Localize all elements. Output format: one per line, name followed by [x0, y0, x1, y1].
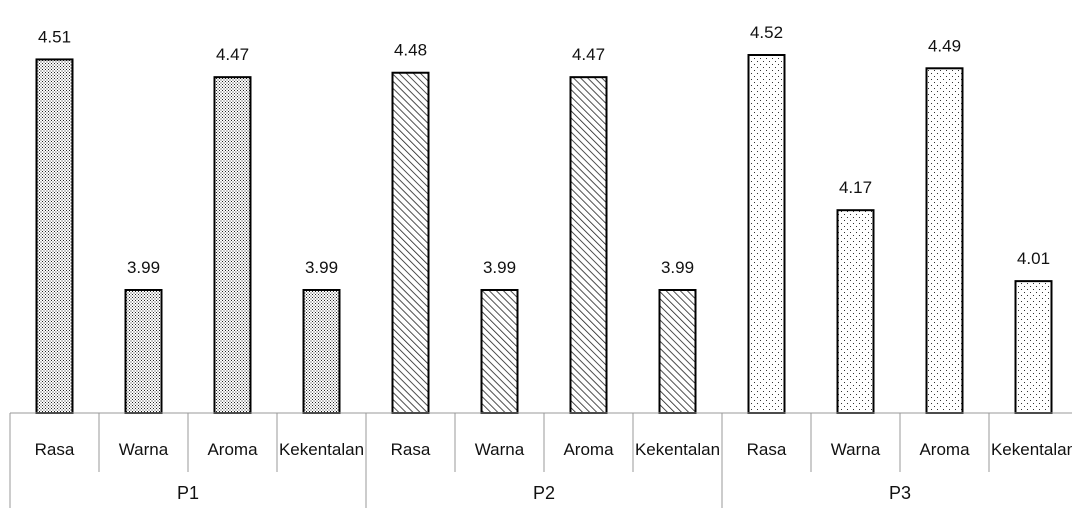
- category-axis: [9, 412, 1072, 508]
- category-label: Rasa: [391, 440, 431, 459]
- category-label: Aroma: [207, 440, 258, 459]
- bar-p3-warna: [836, 209, 875, 414]
- bar-p3-aroma: [925, 67, 964, 415]
- bars-layer: [35, 54, 1053, 415]
- data-label: 4.51: [38, 27, 71, 46]
- bar-p3-rasa: [747, 54, 786, 414]
- category-label: Aroma: [919, 440, 970, 459]
- category-label: Warna: [831, 440, 881, 459]
- bar-p1-warna: [124, 289, 163, 414]
- group-label-p2: P2: [533, 483, 555, 503]
- data-label: 4.48: [394, 41, 427, 60]
- data-label: 3.99: [483, 258, 516, 277]
- data-label: 4.49: [928, 36, 961, 55]
- data-label: 4.17: [839, 178, 872, 197]
- bar-p1-rasa: [35, 58, 74, 415]
- category-label: Rasa: [35, 440, 75, 459]
- data-label: 3.99: [661, 258, 694, 277]
- data-label: 4.47: [572, 45, 605, 64]
- bar-p2-aroma: [569, 76, 608, 415]
- category-label: Rasa: [747, 440, 787, 459]
- group-label-p3: P3: [889, 483, 911, 503]
- data-label: 3.99: [305, 258, 338, 277]
- category-label: Kekentalan: [991, 440, 1072, 459]
- bar-p1-aroma: [213, 76, 252, 415]
- data-label: 4.01: [1017, 249, 1050, 268]
- bar-p2-warna: [480, 289, 519, 414]
- category-label: Kekentalan: [635, 440, 720, 459]
- bar-p3-kekentalan: [1014, 280, 1053, 414]
- data-label: 3.99: [127, 258, 160, 277]
- group-label-p1: P1: [177, 483, 199, 503]
- data-label: 4.47: [216, 45, 249, 64]
- category-label: Kekentalan: [279, 440, 364, 459]
- category-label: Warna: [475, 440, 525, 459]
- data-label: 4.52: [750, 23, 783, 42]
- labels-layer: 4.51 Rasa 3.99 Warna 4.47 Aroma 3.99 Kekentalan…: [35, 23, 1072, 503]
- bar-p2-kekentalan: [658, 289, 697, 414]
- category-label: Aroma: [563, 440, 614, 459]
- category-label: Warna: [119, 440, 169, 459]
- bar-p1-kekentalan: [302, 289, 341, 414]
- bar-p2-rasa: [391, 71, 430, 415]
